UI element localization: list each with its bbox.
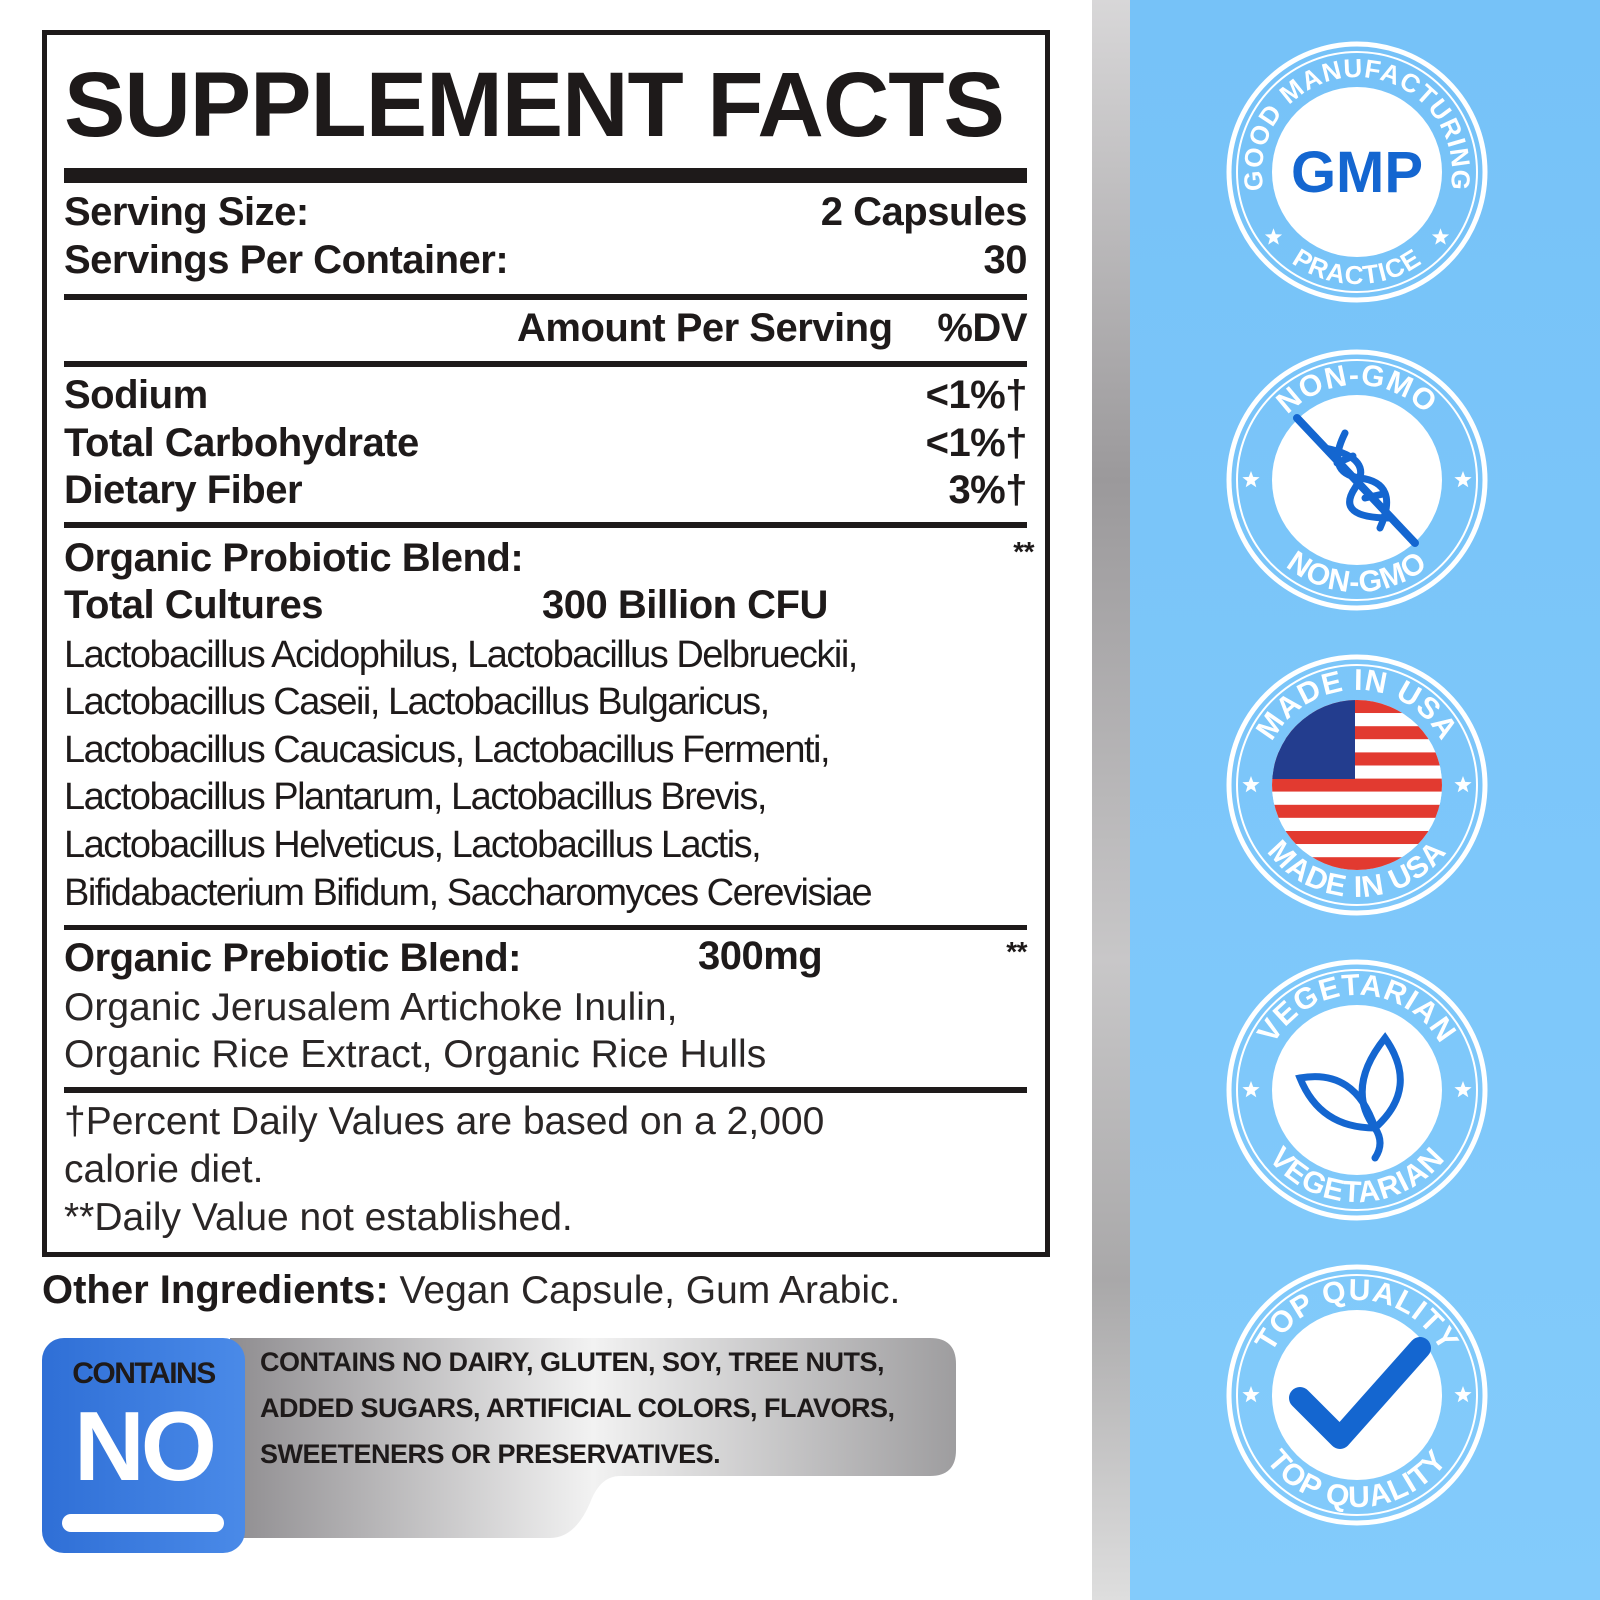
divider	[64, 294, 1027, 300]
divider	[64, 361, 1027, 367]
probiotic-strain-line: Bifidabacterium Bifidum, Saccharomyces C…	[64, 872, 873, 914]
star-icon	[1242, 471, 1260, 488]
footnote: **Daily Value not established.	[64, 1196, 573, 1239]
star-icon	[1454, 776, 1472, 793]
probiotic-strain-line: Lactobacillus Helveticus, Lactobacillus …	[64, 824, 762, 866]
star-icon	[1454, 1081, 1472, 1098]
page-title: SUPPLEMENT FACTS	[64, 54, 1005, 156]
probiotic-strain-line: Lactobacillus Acidophilus, Lactobacillus…	[64, 634, 858, 676]
contains-no-badge: CONTAINS NO	[42, 1338, 245, 1553]
checkmark-icon	[1289, 1337, 1431, 1449]
star-icon	[1242, 1386, 1260, 1403]
star-icon	[1431, 228, 1450, 245]
nutrient-dv: <1%†	[925, 373, 1028, 417]
servings-per-container-value: 30	[983, 238, 1028, 282]
nutrient-dv: <1%†	[925, 421, 1028, 465]
no-label: NO	[74, 1391, 217, 1501]
allergen-line: ADDED SUGARS, ARTIFICIAL COLORS, FLAVORS…	[260, 1393, 895, 1423]
prebiotic-ingredient-line: Organic Rice Extract, Organic Rice Hulls	[64, 1033, 767, 1076]
badge-gmp: GOOD MANUFACTURING PRACTICE GMP	[1225, 40, 1489, 304]
probiotic-strain-line: Lactobacillus Plantarum, Lactobacillus B…	[64, 776, 767, 818]
other-ingredients-label: Other Ingredients:	[42, 1268, 389, 1312]
badge-made-in-usa: MADE IN USA MADE IN USA	[1225, 653, 1489, 917]
serving-size-label: Serving Size:	[64, 190, 309, 234]
badge-non-gmo: NON-GMO NON-GMO	[1225, 348, 1489, 612]
star-icon	[1242, 1081, 1260, 1098]
contains-label: CONTAINS	[72, 1357, 216, 1390]
probiotic-strain-line: Lactobacillus Caseii, Lactobacillus Bulg…	[64, 681, 770, 723]
total-cultures-value: 300 Billion CFU	[542, 583, 828, 627]
dv-header: %DV	[937, 306, 1027, 350]
prebiotic-dv: **	[1006, 936, 1027, 967]
supplement-facts-panel	[42, 30, 1050, 1257]
star-icon	[1454, 1386, 1472, 1403]
servings-per-container-label: Servings Per Container:	[64, 238, 509, 282]
prebiotic-amount: 300mg	[698, 934, 823, 978]
leaf-icon	[1295, 1032, 1404, 1162]
badge-top-quality: TOP QUALITY TOP QUALITY	[1225, 1263, 1489, 1527]
divider	[64, 168, 1027, 183]
divider	[64, 522, 1027, 528]
prebiotic-ingredient-line: Organic Jerusalem Artichoke Inulin,	[64, 986, 678, 1029]
amount-per-serving-header: Amount Per Serving	[517, 306, 893, 350]
total-cultures-label: Total Cultures	[64, 583, 323, 627]
nutrient-name: Dietary Fiber	[64, 468, 303, 512]
other-ingredients: Other Ingredients: Vegan Capsule, Gum Ar…	[42, 1266, 900, 1314]
star-icon	[1454, 471, 1472, 488]
nutrient-name: Total Carbohydrate	[64, 421, 419, 465]
crossed-dna-icon	[1293, 414, 1419, 547]
other-ingredients-value: Vegan Capsule, Gum Arabic.	[388, 1269, 901, 1312]
gmp-text: GMP	[1291, 140, 1423, 205]
underline-bar	[62, 1514, 224, 1532]
badge-vegetarian: VEGETARIAN VEGETARIAN	[1225, 958, 1489, 1222]
probiotic-blend-title: Organic Probiotic Blend:	[64, 536, 524, 580]
prebiotic-blend-title: Organic Prebiotic Blend:	[64, 936, 521, 980]
divider	[64, 925, 1027, 930]
allergen-line: SWEETENERS OR PRESERVATIVES.	[260, 1439, 721, 1469]
probiotic-dv: **	[1013, 536, 1034, 567]
nutrient-dv: 3%†	[948, 468, 1027, 512]
footnote: calorie diet.	[64, 1148, 264, 1191]
allergen-line: CONTAINS NO DAIRY, GLUTEN, SOY, TREE NUT…	[260, 1347, 885, 1377]
nutrient-name: Sodium	[64, 373, 208, 417]
allergen-banner-background	[230, 1338, 956, 1538]
star-icon	[1242, 776, 1260, 793]
gray-divider-strip	[1092, 0, 1130, 1600]
star-icon	[1264, 228, 1283, 245]
footnote: †Percent Daily Values are based on a 2,0…	[64, 1100, 825, 1143]
probiotic-strain-line: Lactobacillus Caucasicus, Lactobacillus …	[64, 729, 831, 771]
serving-size-value: 2 Capsules	[820, 190, 1028, 234]
divider	[64, 1087, 1027, 1093]
